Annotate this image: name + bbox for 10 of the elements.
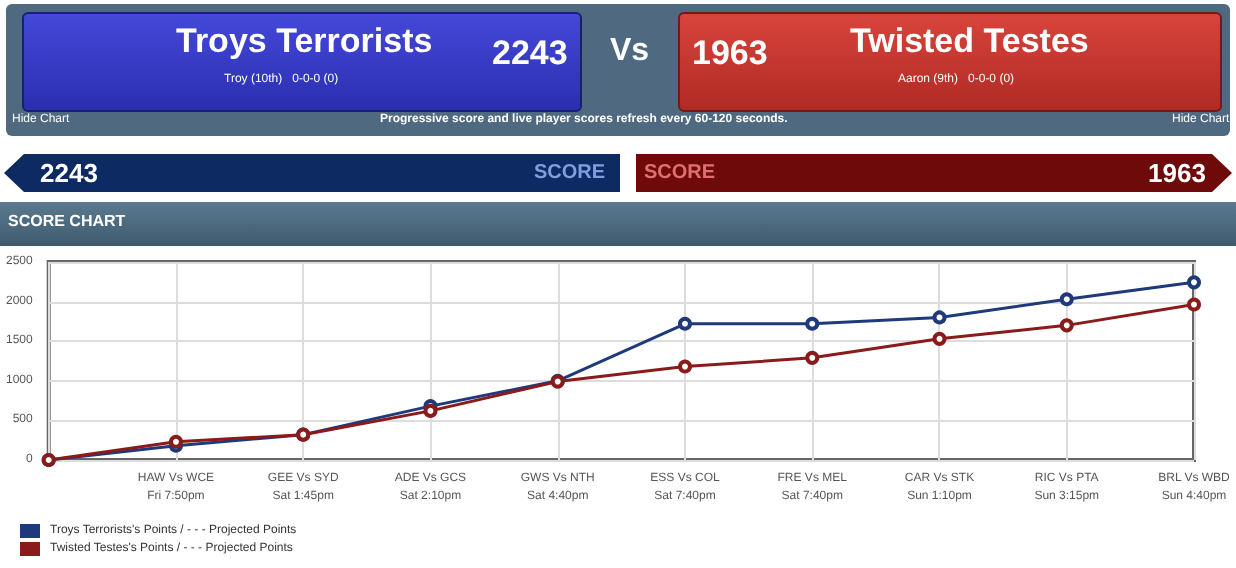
text: Twisted Testes	[850, 22, 1089, 62]
text: 1963	[692, 34, 768, 74]
text: Vs	[610, 34, 650, 70]
text: 2243	[40, 158, 98, 188]
text: Troys Terrorists	[176, 22, 433, 62]
text: 1963	[1148, 158, 1206, 188]
text: SCORE	[534, 162, 606, 184]
chart-title: SCORE CHART	[8, 212, 126, 230]
text: SCORE	[644, 162, 716, 184]
text: 2243	[492, 34, 568, 74]
